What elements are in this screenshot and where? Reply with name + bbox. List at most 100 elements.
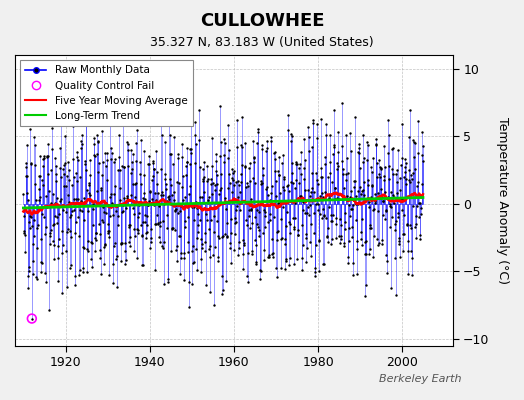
- Point: [359, 187, 367, 193]
- Point: [182, 159, 191, 165]
- Point: [389, 171, 397, 178]
- Point: [97, 217, 106, 224]
- Point: [236, 171, 245, 178]
- Point: [143, 213, 151, 219]
- Point: [133, 254, 141, 261]
- Point: [380, 164, 389, 171]
- Point: [46, 241, 54, 247]
- Point: [165, 122, 173, 129]
- Point: [408, 255, 416, 261]
- Point: [220, 158, 228, 165]
- Point: [326, 212, 335, 218]
- Point: [63, 172, 71, 179]
- Point: [384, 150, 392, 156]
- Point: [361, 292, 369, 299]
- Point: [101, 242, 109, 248]
- Point: [102, 162, 110, 169]
- Point: [108, 200, 116, 206]
- Point: [317, 165, 325, 172]
- Point: [383, 208, 391, 214]
- Point: [179, 173, 187, 179]
- Point: [43, 152, 51, 159]
- Point: [194, 222, 202, 228]
- Point: [62, 283, 71, 290]
- Point: [352, 192, 360, 199]
- Point: [307, 221, 315, 228]
- Point: [199, 166, 207, 172]
- Point: [330, 184, 339, 191]
- Point: [380, 143, 388, 150]
- Point: [193, 267, 202, 273]
- Point: [225, 171, 233, 177]
- Point: [82, 167, 90, 174]
- Point: [162, 198, 171, 204]
- Point: [189, 260, 198, 266]
- Point: [288, 160, 296, 166]
- Point: [161, 171, 169, 178]
- Point: [411, 140, 419, 146]
- Point: [150, 202, 158, 208]
- Point: [114, 213, 123, 219]
- Point: [334, 196, 343, 202]
- Point: [379, 212, 387, 218]
- Point: [70, 206, 79, 213]
- Point: [225, 180, 234, 187]
- Point: [324, 204, 333, 210]
- Point: [88, 240, 96, 246]
- Point: [81, 160, 90, 167]
- Point: [118, 209, 126, 215]
- Point: [283, 182, 292, 188]
- Point: [369, 254, 378, 260]
- Point: [33, 225, 41, 232]
- Point: [164, 194, 172, 200]
- Point: [86, 157, 95, 164]
- Point: [403, 222, 411, 228]
- Point: [278, 152, 287, 158]
- Point: [212, 158, 221, 164]
- Point: [91, 152, 99, 159]
- Point: [74, 156, 82, 163]
- Point: [196, 236, 205, 242]
- Point: [351, 195, 359, 202]
- Point: [348, 234, 357, 241]
- Point: [85, 180, 93, 186]
- Point: [190, 119, 199, 125]
- Point: [342, 171, 350, 177]
- Point: [210, 302, 219, 308]
- Point: [133, 127, 141, 133]
- Point: [75, 233, 83, 240]
- Point: [219, 200, 227, 206]
- Point: [285, 188, 293, 194]
- Point: [104, 228, 113, 234]
- Point: [315, 211, 324, 218]
- Point: [291, 176, 300, 183]
- Point: [324, 174, 332, 181]
- Point: [24, 272, 32, 279]
- Point: [356, 190, 365, 197]
- Point: [307, 189, 315, 195]
- Point: [270, 201, 278, 207]
- Point: [248, 251, 257, 257]
- Point: [208, 135, 216, 142]
- Point: [270, 150, 278, 156]
- Point: [116, 197, 124, 203]
- Point: [20, 228, 28, 234]
- Point: [216, 138, 225, 145]
- Point: [368, 182, 377, 189]
- Point: [103, 221, 112, 227]
- Point: [170, 189, 179, 195]
- Point: [230, 246, 238, 253]
- Point: [265, 254, 273, 260]
- Point: [27, 160, 35, 166]
- Point: [144, 161, 152, 167]
- Point: [337, 158, 346, 164]
- Point: [86, 196, 95, 203]
- Point: [220, 136, 228, 142]
- Point: [34, 186, 42, 192]
- Point: [292, 161, 301, 168]
- Point: [218, 291, 226, 298]
- Point: [413, 183, 421, 190]
- Point: [223, 233, 231, 240]
- Point: [21, 160, 30, 166]
- Point: [170, 227, 179, 233]
